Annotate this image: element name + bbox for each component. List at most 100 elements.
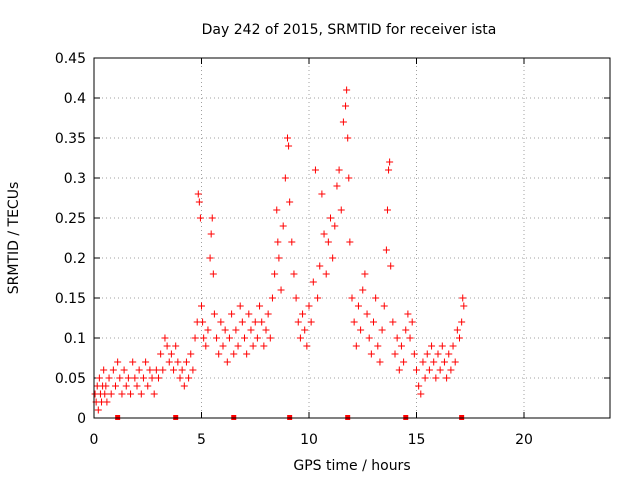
data-point [274, 238, 282, 246]
data-point [440, 358, 448, 366]
data-point [460, 302, 468, 310]
data-point [204, 326, 212, 334]
data-point [182, 358, 190, 366]
axis-ticks: 0 0.05 0.1 0.15 0.2 0.25 0.3 0.35 0.4 0.45 0 5 10 15 2… [55, 51, 610, 448]
data-point [120, 366, 128, 374]
data-point [127, 390, 135, 398]
data-point [213, 334, 221, 342]
data-point [223, 358, 231, 366]
x-tick-label: 15 [408, 432, 426, 448]
data-point [247, 326, 255, 334]
data-point [343, 86, 351, 94]
data-point [228, 310, 236, 318]
data-point [157, 350, 165, 358]
data-point [208, 214, 216, 222]
data-point [438, 342, 446, 350]
data-point [114, 358, 122, 366]
data-point [129, 358, 137, 366]
data-point [425, 366, 433, 374]
data-point [345, 174, 353, 182]
data-point [288, 238, 296, 246]
x-tick-label: 0 [90, 432, 99, 448]
data-point [142, 358, 150, 366]
data-point [434, 350, 442, 358]
data-point [389, 318, 397, 326]
data-point [329, 254, 337, 262]
data-point [423, 350, 431, 358]
data-point [453, 326, 461, 334]
data-point [167, 350, 175, 358]
data-point [217, 318, 225, 326]
data-point [245, 310, 253, 318]
data-point [344, 134, 352, 142]
data-point [221, 326, 229, 334]
data-point [256, 302, 264, 310]
data-point [199, 318, 207, 326]
data-point [135, 366, 143, 374]
data-point [363, 310, 371, 318]
data-point [100, 366, 108, 374]
data-point [320, 230, 328, 238]
data-point [198, 302, 205, 310]
data-point [155, 374, 162, 382]
data-point [133, 382, 141, 390]
data-point [393, 334, 401, 342]
data-point [342, 102, 350, 110]
data-point [333, 182, 341, 190]
data-point [243, 350, 251, 358]
data-point [266, 334, 274, 342]
data-point [215, 350, 223, 358]
data-point [331, 222, 339, 230]
data-point [383, 206, 391, 214]
data-point [367, 350, 375, 358]
data-point [174, 358, 182, 366]
data-point [176, 374, 184, 382]
y-tick-label: 0.45 [55, 51, 86, 67]
data-point [105, 374, 113, 382]
data-point [144, 382, 152, 390]
data-point [139, 374, 147, 382]
data-point [185, 374, 193, 382]
data-point [165, 358, 173, 366]
data-point [95, 374, 103, 382]
data-point [94, 406, 102, 414]
data-point [285, 142, 293, 150]
data-point [116, 374, 124, 382]
y-tick-label: 0 [77, 411, 86, 427]
data-point [268, 294, 276, 302]
data-point [286, 198, 294, 206]
data-point [303, 342, 311, 350]
data-point [219, 342, 227, 350]
data-point [159, 366, 167, 374]
data-point [307, 318, 315, 326]
data-point [236, 302, 244, 310]
data-point [161, 334, 169, 342]
y-tick-label: 0.25 [55, 211, 86, 227]
data-point [102, 382, 110, 390]
data-point [352, 342, 360, 350]
data-point [451, 358, 459, 366]
data-point [210, 310, 218, 318]
data-point [361, 270, 369, 278]
data-point [337, 206, 345, 214]
data-point [264, 310, 272, 318]
data-point [309, 278, 317, 286]
data-points [91, 86, 468, 414]
data-point [318, 190, 326, 198]
data-point [410, 350, 418, 358]
data-point [279, 222, 287, 230]
data-point [230, 350, 238, 358]
data-point [386, 158, 394, 166]
data-point [324, 238, 332, 246]
grid-lines [94, 58, 610, 418]
data-point [430, 358, 438, 366]
data-point [348, 294, 356, 302]
data-point [172, 342, 180, 350]
data-point [314, 294, 322, 302]
data-point [163, 342, 171, 350]
data-point [456, 334, 463, 342]
data-point [296, 334, 304, 342]
y-axis-label: SRMTID / TECUs [6, 182, 22, 295]
